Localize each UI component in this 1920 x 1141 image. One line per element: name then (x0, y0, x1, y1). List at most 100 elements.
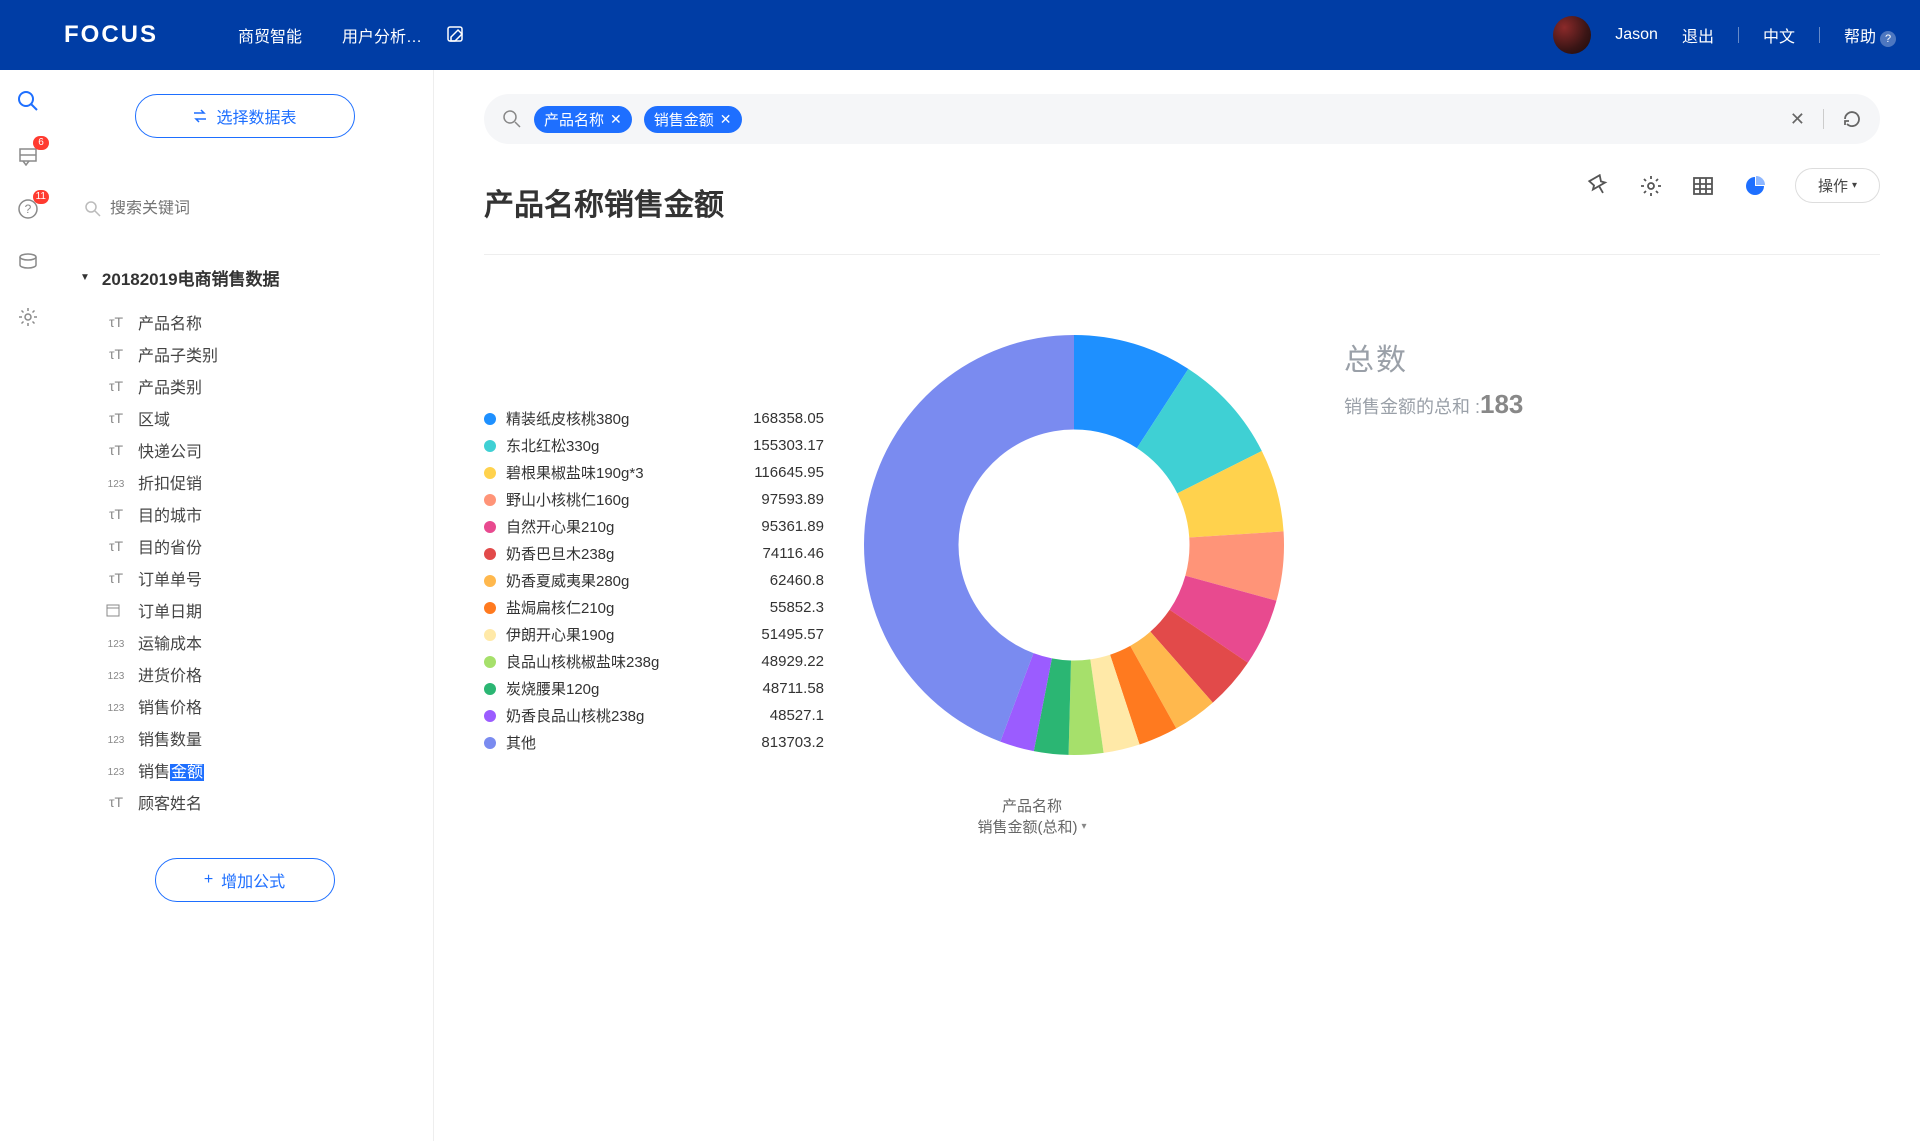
legend-label: 其他 (506, 732, 761, 753)
logo[interactable]: FOCUS (24, 21, 158, 49)
chip-product[interactable]: 产品名称✕ (534, 106, 632, 133)
axis-labels: 产品名称 销售金额(总和)▾ (184, 795, 1880, 837)
badge-pinboard: 6 (33, 136, 49, 150)
field-type-icon: 123 (106, 474, 126, 490)
legend-value: 116645.95 (754, 464, 824, 481)
field-type-icon: τT (106, 538, 126, 554)
add-formula-button[interactable]: + 增加公式 (155, 858, 335, 902)
legend-item[interactable]: 盐焗扁核仁210g55852.3 (484, 594, 824, 621)
field-label: 产品名称 (138, 310, 202, 334)
field-label: 目的城市 (138, 502, 202, 526)
keyword-input[interactable] (110, 200, 409, 218)
brand-text: FOCUS (64, 21, 158, 49)
field-type-icon: 123 (106, 762, 126, 778)
legend-item[interactable]: 碧根果椒盐味190g*3116645.95 (484, 459, 824, 486)
field-label: 产品子类别 (138, 342, 218, 366)
legend-swatch (484, 575, 496, 587)
select-table-button[interactable]: 选择数据表 (135, 94, 355, 138)
field-item[interactable]: τT区域 (80, 402, 409, 434)
field-item[interactable]: 123折扣促销 (80, 466, 409, 498)
field-item[interactable]: 123运输成本 (80, 626, 409, 658)
field-item[interactable]: 123进货价格 (80, 658, 409, 690)
pin-icon[interactable] (1587, 174, 1611, 198)
rail-settings[interactable] (17, 306, 39, 328)
keyword-search[interactable] (80, 194, 409, 225)
legend-item[interactable]: 良品山核桃椒盐味238g48929.22 (484, 648, 824, 675)
logout-link[interactable]: 退出 (1682, 23, 1714, 47)
legend-label: 盐焗扁核仁210g (506, 597, 770, 618)
field-item[interactable]: τT 快递公司 (80, 434, 409, 466)
field-label: 快递公司 (138, 438, 202, 462)
legend-label: 碧根果椒盐味190g*3 (506, 462, 754, 483)
legend-item[interactable]: 东北红松330g155303.17 (484, 432, 824, 459)
legend-label: 良品山核桃椒盐味238g (506, 651, 761, 672)
divider (484, 254, 1880, 255)
swap-icon (192, 108, 208, 124)
main: 产品名称✕ 销售金额✕ ✕ 产品名称销售金额 操作 ▾ 精装纸皮核桃380g16… (434, 70, 1920, 1141)
field-item[interactable]: τT 产品名称 (80, 306, 409, 338)
field-label: 进货价格 (138, 662, 202, 686)
help-link[interactable]: 帮助? (1844, 23, 1896, 47)
field-item[interactable]: 123销售数量 (80, 722, 409, 754)
rail-data[interactable] (17, 252, 39, 274)
chip-amount[interactable]: 销售金额✕ (644, 106, 742, 133)
tab-user-analysis[interactable]: 用户分析… (342, 23, 422, 47)
legend-item[interactable]: 伊朗开心果190g51495.57 (484, 621, 824, 648)
field-type-icon: τT (106, 442, 126, 458)
operation-button[interactable]: 操作 ▾ (1795, 168, 1880, 203)
legend-label: 奶香夏威夷果280g (506, 570, 770, 591)
chip-remove-icon[interactable]: ✕ (720, 111, 732, 128)
legend-value: 55852.3 (770, 599, 824, 616)
avatar[interactable] (1553, 16, 1591, 54)
field-label: 运输成本 (138, 630, 202, 654)
legend-swatch (484, 467, 496, 479)
rail-search[interactable] (17, 90, 39, 112)
legend-item[interactable]: 炭烧腰果120g48711.58 (484, 675, 824, 702)
username[interactable]: Jason (1615, 26, 1658, 44)
lang-link[interactable]: 中文 (1763, 23, 1795, 47)
legend-value: 74116.46 (763, 545, 824, 562)
legend-item[interactable]: 其他813703.2 (484, 729, 824, 756)
field-item[interactable]: τT产品类别 (80, 370, 409, 402)
chevron-down-icon[interactable]: ▾ (1081, 821, 1086, 832)
table-node[interactable]: ▼ 20182019电商销售数据 (80, 265, 409, 290)
chip-remove-icon[interactable]: ✕ (610, 111, 622, 128)
legend-item[interactable]: 野山小核桃仁160g97593.89 (484, 486, 824, 513)
field-type-icon: τT (106, 314, 126, 330)
tab-bi[interactable]: 商贸智能 (238, 23, 302, 47)
top-right: Jason 退出 中文 帮助? (1553, 16, 1896, 54)
legend-item[interactable]: 自然开心果210g95361.89 (484, 513, 824, 540)
sidebar: 选择数据表 ▼ 20182019电商销售数据 τT 产品名称 τT 产品子类别 τT产品… (56, 70, 434, 1141)
rail-question[interactable]: ? 11 (17, 198, 39, 220)
field-item[interactable]: 订单日期 (80, 594, 409, 626)
field-item[interactable]: τT订单单号 (80, 562, 409, 594)
legend-item[interactable]: 奶香夏威夷果280g62460.8 (484, 567, 824, 594)
donut-chart (844, 315, 1304, 775)
refresh-icon[interactable] (1842, 109, 1862, 129)
field-item[interactable]: τT目的城市 (80, 498, 409, 530)
table-name: 20182019电商销售数据 (102, 265, 280, 290)
legend-item[interactable]: 奶香巴旦木238g74116.46 (484, 540, 824, 567)
legend-value: 813703.2 (761, 734, 824, 751)
field-item[interactable]: 123销售金额 (80, 754, 409, 786)
help-icon: ? (1880, 31, 1896, 47)
field-type-icon: 123 (106, 730, 126, 746)
pie-icon[interactable] (1743, 174, 1767, 198)
field-item[interactable]: τT 产品子类别 (80, 338, 409, 370)
edit-icon[interactable] (446, 25, 466, 45)
legend-item[interactable]: 精装纸皮核桃380g168358.05 (484, 405, 824, 432)
legend-item[interactable]: 奶香良品山核桃238g48527.1 (484, 702, 824, 729)
settings-icon[interactable] (1639, 174, 1663, 198)
badge-question: 11 (33, 190, 49, 204)
query-bar[interactable]: 产品名称✕ 销售金额✕ ✕ (484, 94, 1880, 144)
table-icon[interactable] (1691, 174, 1715, 198)
field-type-icon: 123 (106, 698, 126, 714)
rail-pinboard[interactable]: 6 (17, 144, 39, 166)
field-type-icon: τT (106, 410, 126, 426)
field-type-icon: τT (106, 346, 126, 362)
logo-icon (24, 21, 52, 49)
clear-icon[interactable]: ✕ (1790, 109, 1805, 130)
field-item[interactable]: 123销售价格 (80, 690, 409, 722)
field-item[interactable]: τT目的省份 (80, 530, 409, 562)
top-bar: FOCUS 商贸智能 用户分析… Jason 退出 中文 帮助? (0, 0, 1920, 70)
